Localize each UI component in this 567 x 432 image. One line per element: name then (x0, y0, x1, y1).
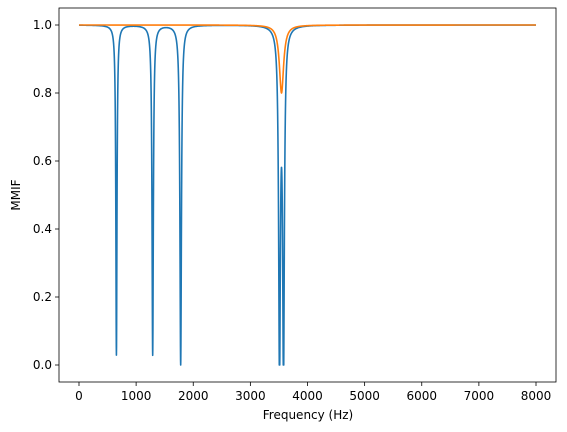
x-axis-ticks: 0 1000 2000 3000 4000 5000 6000 7000 8000 (75, 382, 551, 403)
y-tick-label: 0.8 (33, 86, 52, 100)
y-tick-label: 0.0 (33, 358, 52, 372)
x-axis-label: Frequency (Hz) (263, 408, 354, 422)
y-axis-ticks: 0.0 0.2 0.4 0.6 0.8 1.0 (33, 18, 59, 372)
x-tick-label: 5000 (349, 389, 380, 403)
y-tick-label: 0.4 (33, 222, 52, 236)
y-tick-label: 0.2 (33, 290, 52, 304)
x-tick-label: 1000 (121, 389, 152, 403)
x-tick-label: 3000 (235, 389, 266, 403)
series-line-2 (78, 24, 537, 94)
x-tick-label: 0 (75, 389, 83, 403)
y-tick-label: 1.0 (33, 18, 52, 32)
x-tick-label: 6000 (406, 389, 437, 403)
y-tick-label: 0.6 (33, 154, 52, 168)
x-tick-label: 7000 (464, 389, 495, 403)
y-axis-label: MMIF (9, 179, 23, 210)
x-tick-label: 4000 (292, 389, 323, 403)
plot-area (58, 7, 557, 383)
x-tick-label: 2000 (178, 389, 209, 403)
series-layer (78, 24, 537, 366)
x-tick-label: 8000 (521, 389, 552, 403)
